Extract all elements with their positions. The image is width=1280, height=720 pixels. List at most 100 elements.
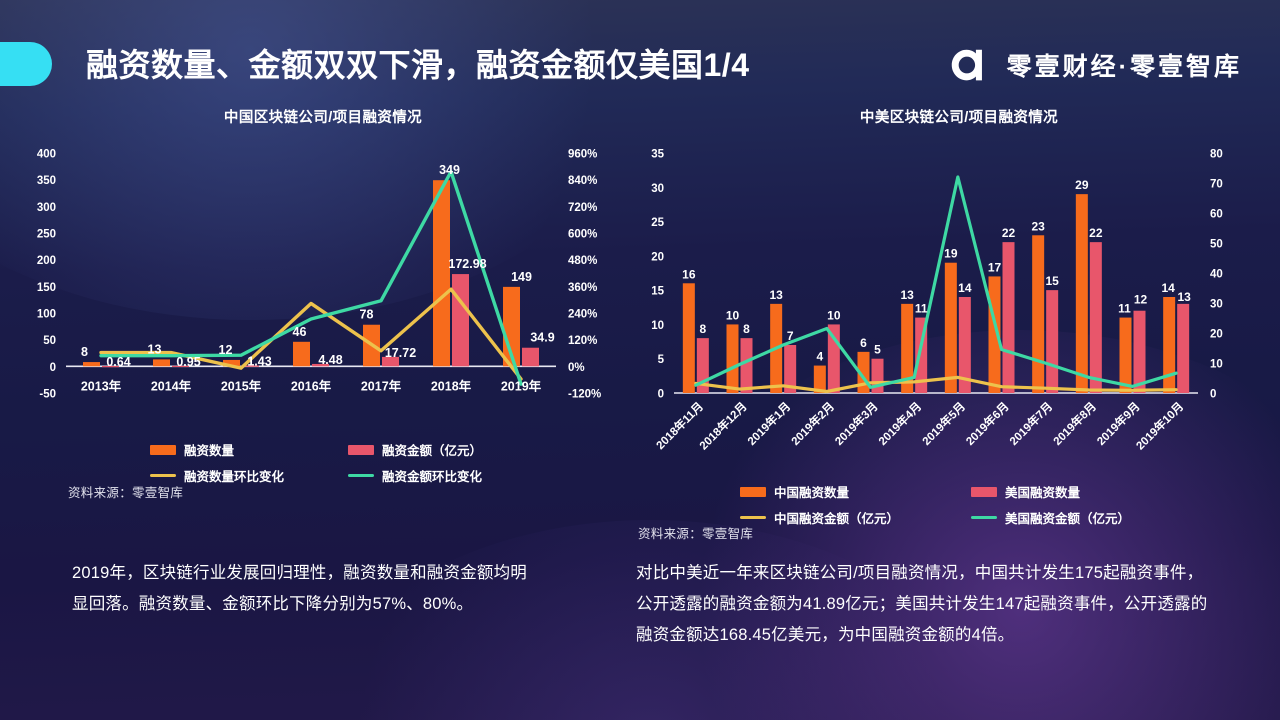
bar-value-label: 46 — [293, 325, 307, 339]
bar — [102, 365, 119, 368]
y-axis-right-tick-label: 60 — [1210, 209, 1223, 221]
right-summary-text: 对比中美近一年来区块链公司/项目融资情况，中国共计发生175起融资事件，公开透露… — [636, 564, 1208, 644]
right-chart-title: 中美区块链公司/项目融资情况 — [859, 110, 1059, 126]
bar-value-label: 4 — [816, 350, 823, 364]
bar-value-label: 6 — [860, 336, 867, 350]
y-axis-left-tick-label: 200 — [37, 255, 56, 267]
legend-item-count-change: 融资数量环比变化 — [150, 466, 284, 485]
trend-line — [99, 287, 523, 381]
y-axis-right-tick-label: 840% — [568, 175, 597, 187]
bar-value-label: 8 — [743, 322, 750, 336]
bar — [1002, 242, 1015, 393]
y-axis-right-tick-label: 40 — [1210, 269, 1223, 281]
y-axis-left-tick-label: 0 — [50, 362, 56, 374]
x-axis-category-text: 2019年4月 — [876, 399, 925, 448]
bar-value-label: 149 — [511, 270, 532, 284]
bar-value-label: 29 — [1075, 178, 1089, 192]
right-chart-panel: 中美区块链公司/项目融资情况 0 5 10 15 20 25 30 35 0 10 20 30 40 50… — [636, 100, 1272, 497]
x-axis-category-label: 2019年5月 — [919, 399, 968, 448]
bar — [433, 180, 450, 367]
trend-line — [99, 169, 523, 386]
legend-item-us-count: 美国融资数量 — [971, 482, 1130, 501]
x-axis-category-label: 2019年1月 — [745, 399, 794, 448]
legend-label: 美国融资数量 — [1005, 486, 1081, 500]
bar-value-label: 15 — [1045, 274, 1059, 288]
legend-item-us-amount: 美国融资金额（亿元） — [971, 508, 1130, 527]
x-axis-category-text: 2015年 — [221, 378, 262, 393]
legend-label: 美国融资金额（亿元） — [1005, 512, 1131, 526]
bar — [153, 359, 170, 367]
x-axis-category-label: 2019年4月 — [876, 399, 925, 448]
bar — [682, 283, 695, 393]
x-axis-category-text: 2019年5月 — [919, 399, 968, 448]
bar-value-label: 0.95 — [176, 355, 200, 369]
left-chart-panel: 中国区块链公司/项目融资情况 -50 0 50 100 150 200 250 300 350 4… — [8, 100, 638, 457]
bar — [1177, 303, 1190, 393]
bar-value-label: 10 — [827, 308, 841, 322]
y-axis-left-tick-label: 5 — [658, 354, 665, 366]
legend-label: 融资数量环比变化 — [184, 470, 285, 484]
bar — [452, 274, 469, 367]
china-vs-us-monthly-chart: 0 5 10 15 20 25 30 35 0 10 20 30 40 50 60 70 80 16 10 13 4 6 1… — [651, 149, 1223, 453]
bar — [382, 356, 399, 367]
bar — [726, 324, 739, 393]
legend-label: 中国融资数量 — [774, 486, 850, 500]
x-axis-category-text: 2018年 — [431, 378, 472, 393]
legend-label: 中国融资金额（亿元） — [774, 512, 900, 526]
bar-value-label: 14 — [1161, 281, 1175, 295]
bar-value-label: 1.43 — [247, 355, 271, 369]
y-axis-right-tick-label: 10 — [1210, 359, 1223, 371]
legend-label: 融资金额环比变化 — [382, 470, 483, 484]
bar-value-label: 8 — [81, 345, 88, 359]
y-axis-left-tick-label: 0 — [658, 389, 664, 401]
bar-value-label: 14 — [958, 281, 972, 295]
bar — [901, 303, 914, 393]
bar — [1163, 297, 1176, 393]
x-axis-category-label: 2019年6月 — [963, 399, 1012, 448]
y-axis-right-tick-label: 0 — [1210, 389, 1216, 401]
right-chart-legend: 中国融资数量 美国融资数量 中国融资金额（亿元） 美国融资金额（亿元） — [740, 482, 1130, 527]
x-axis-category-label: 2013年 — [81, 378, 122, 393]
legend-item-china-amount: 中国融资金额（亿元） — [740, 508, 899, 527]
x-axis-category-text: 2016年 — [291, 378, 332, 393]
bar — [223, 359, 240, 367]
x-axis-category-label: 2015年 — [221, 378, 262, 393]
accent-pill — [0, 42, 52, 86]
x-axis-category-text: 2019年8月 — [1050, 399, 1099, 448]
x-axis-category-text: 2019年2月 — [788, 399, 837, 448]
bar — [1032, 235, 1045, 393]
y-axis-left-tick-label: 150 — [37, 282, 56, 294]
brand-name: 零壹财经·零壹智库 — [1006, 53, 1242, 81]
y-axis-left-tick-label: 250 — [37, 229, 56, 241]
y-axis-left-tick-label: -50 — [39, 389, 56, 401]
y-axis-right-tick-label: 600% — [568, 229, 597, 241]
bar — [784, 345, 797, 393]
bar — [242, 365, 259, 367]
bar-value-label: 0.64 — [106, 355, 130, 369]
legend-swatch-green-line-icon — [348, 474, 375, 477]
bar-value-label: 12 — [1134, 293, 1148, 307]
x-axis-category-label: 2019年7月 — [1007, 399, 1056, 448]
bar-value-label: 13 — [148, 342, 162, 356]
x-axis-category-text: 2019年7月 — [1007, 399, 1056, 448]
y-axis-right-tick-label: 80 — [1210, 149, 1223, 161]
x-axis-category-text: 2019年9月 — [1094, 399, 1143, 448]
bar — [1046, 290, 1059, 393]
bar-value-label: 11 — [1118, 302, 1131, 316]
y-axis-right-tick-label: 480% — [568, 255, 597, 267]
bar-value-label: 172.98 — [448, 257, 486, 271]
page-title: 融资数量、金额双双下滑，融资金额仅美国1/4 — [86, 47, 750, 83]
bar — [293, 341, 310, 367]
legend-label: 融资数量 — [184, 444, 235, 458]
bar — [172, 365, 189, 368]
y-axis-left-tick-label: 100 — [37, 309, 56, 321]
bar-value-label: 7 — [787, 329, 794, 343]
bar-value-label: 16 — [682, 267, 696, 281]
bar-value-label: 34.9 — [530, 331, 554, 345]
bar-value-label: 13 — [900, 288, 914, 302]
x-axis-category-text: 2019年 — [501, 378, 542, 393]
bar-value-label: 10 — [726, 308, 740, 322]
x-axis-category-label: 2019年10月 — [1133, 399, 1186, 452]
legend-swatch-green-line-icon — [971, 516, 998, 519]
bar — [958, 297, 971, 393]
